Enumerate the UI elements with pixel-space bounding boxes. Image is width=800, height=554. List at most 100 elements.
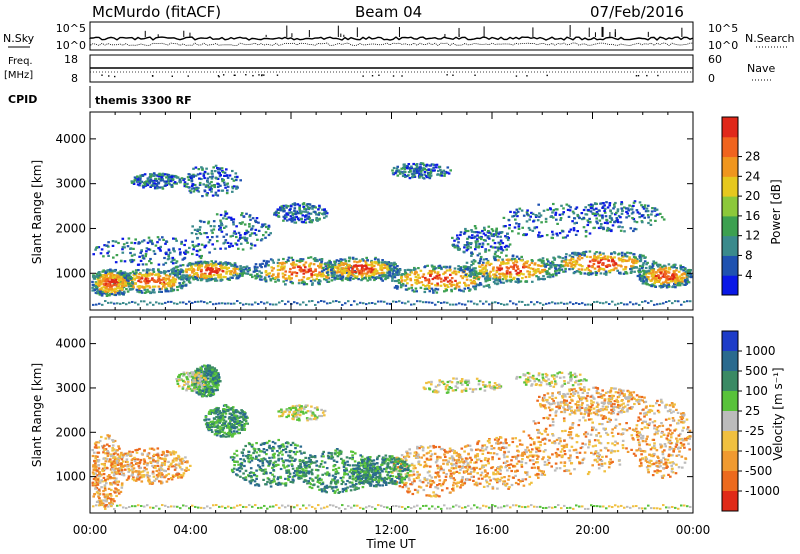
data-cell [587,221,591,224]
data-cell [202,183,205,186]
data-cell [555,232,558,235]
data-cell [171,276,175,279]
data-cell [134,269,138,272]
data-cell [608,216,612,220]
data-cell [570,257,573,260]
data-cell [231,244,234,248]
data-cell [213,264,216,267]
data-cell [274,211,278,214]
data-cell [242,270,246,273]
data-cell [536,301,539,304]
data-cell [543,268,547,271]
data-cell [136,180,140,183]
data-cell [361,273,364,276]
data-cell [352,270,356,273]
data-cell [284,277,287,280]
data-cell [396,174,400,177]
data-cell [334,265,337,268]
data-cell [195,277,198,280]
data-cell [143,185,146,188]
data-cell [350,303,353,306]
data-cell [414,168,418,171]
data-cell [421,162,425,165]
data-cell [574,262,578,265]
data-cell [243,233,247,236]
data-cell [560,204,563,207]
data-cell [106,475,110,478]
data-cell [689,276,693,279]
data-cell [400,279,404,282]
data-cell [401,301,404,304]
data-cell [311,205,315,208]
data-cell [246,241,249,244]
data-cell [454,279,457,282]
data-cell [159,249,162,252]
data-cell [214,277,217,280]
data-cell [396,279,399,283]
data-cell [198,183,202,186]
data-cell [528,270,532,273]
data-cell [167,270,170,273]
data-cell [509,276,512,279]
data-cell [111,269,115,272]
data-cell [187,178,191,181]
data-cell [611,300,614,303]
data-cell [587,271,590,275]
data-cell [233,230,236,233]
data-cell [619,221,623,224]
data-cell [623,206,626,209]
data-cell [212,303,215,306]
data-cell [517,278,520,281]
data-cell [315,278,318,281]
data-cell [576,270,579,273]
data-cell [341,273,344,276]
data-cell [302,202,305,206]
data-cell [381,275,384,278]
data-cell [171,256,175,260]
data-cell [638,216,641,219]
data-cell [114,288,118,291]
data-cell [562,270,565,273]
data-cell [121,246,125,249]
data-cell [339,268,342,271]
data-cell [556,234,559,237]
data-cell [102,278,105,281]
data-cell [141,174,144,177]
data-cell [235,187,238,190]
data-cell [220,224,224,227]
data-cell [97,441,100,444]
data-cell [544,270,548,273]
data-cell [500,267,504,270]
data-cell [304,210,307,213]
data-cell [92,464,95,467]
data-cell [162,263,165,266]
data-cell [442,283,446,286]
data-cell [531,267,535,270]
data-cell [587,268,591,272]
data-cell [662,218,666,221]
data-cell [419,175,422,178]
data-cell [216,177,220,180]
data-cell [517,223,521,226]
data-cell [593,202,597,205]
data-cell [512,267,515,270]
data-cell [661,275,665,278]
data-cell [240,212,244,215]
data-cell [158,248,162,251]
data-cell [452,303,455,306]
data-cell [291,203,295,206]
data-cell [203,276,207,279]
data-cell [411,289,414,292]
data-cell [95,441,98,444]
data-cell [682,283,686,286]
data-cell [283,214,287,217]
data-cell [520,255,523,258]
data-cell [424,276,427,280]
data-cell [145,247,149,250]
data-cell [593,212,597,215]
data-cell [643,216,646,219]
data-cell [318,271,321,274]
data-cell [140,480,144,483]
data-cell [572,303,575,306]
